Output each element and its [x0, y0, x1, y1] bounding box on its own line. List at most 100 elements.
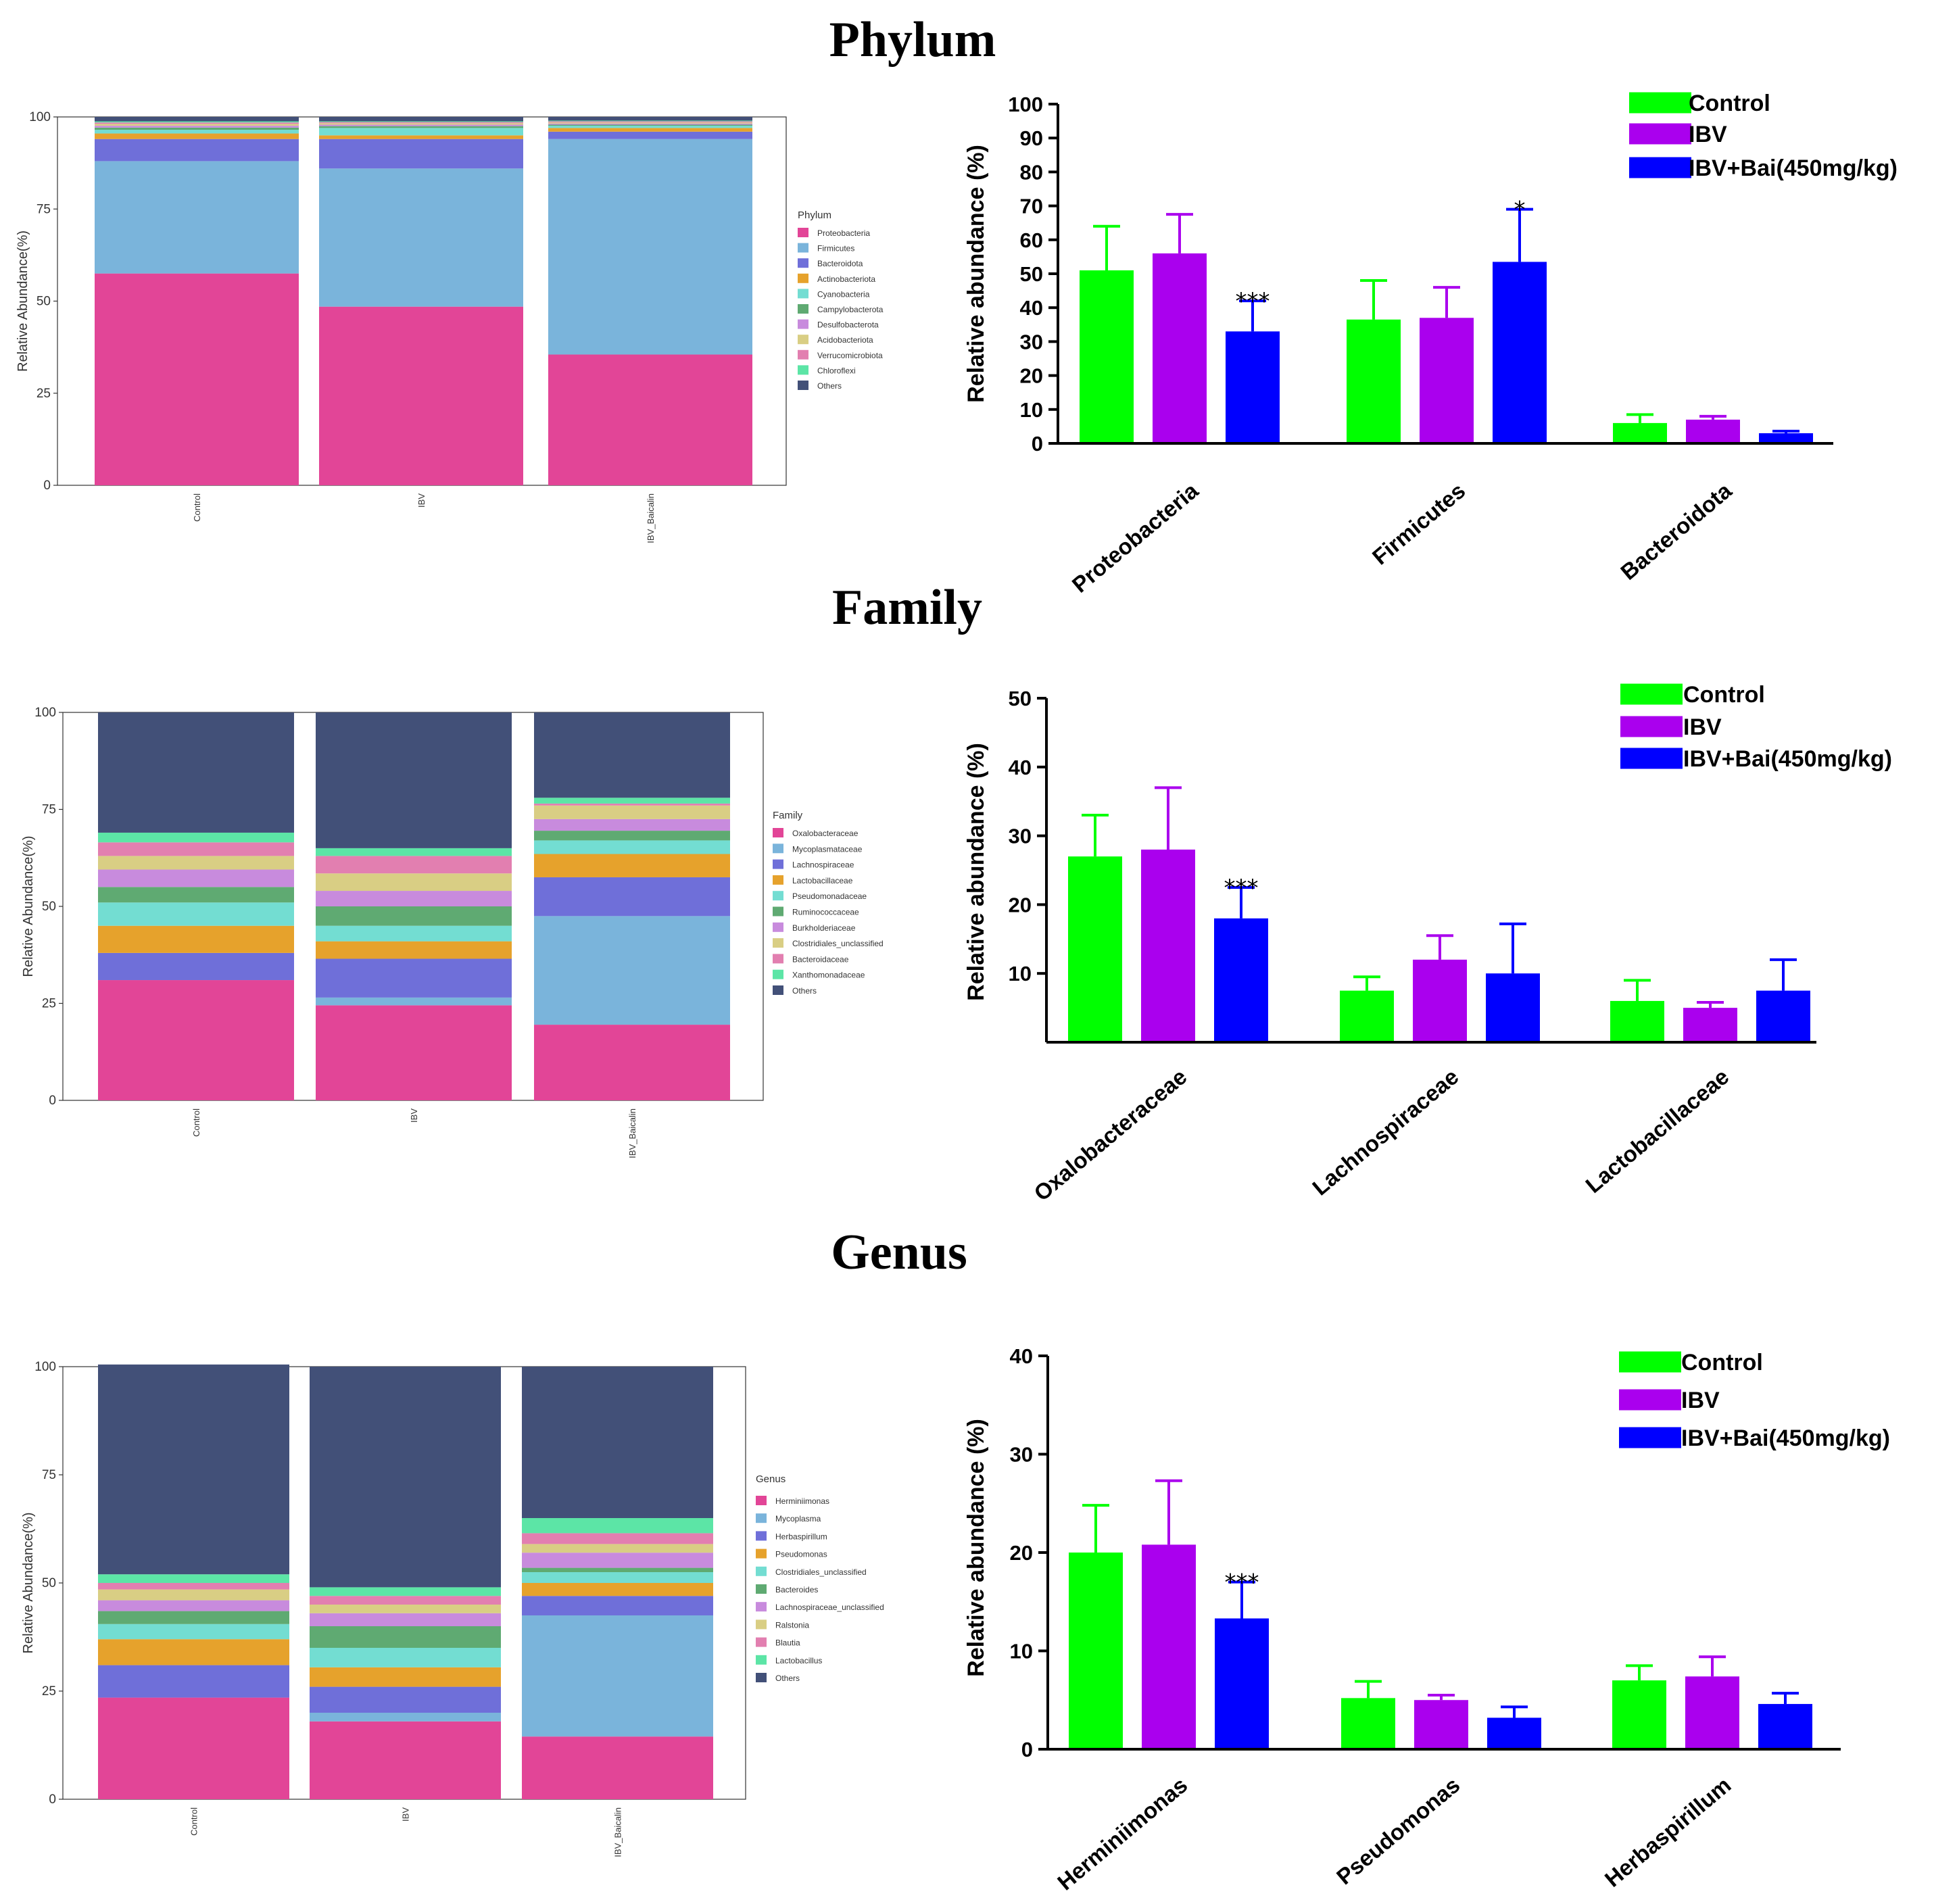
- bar-segment-pseudomonadaceae-ibv-baicalin: [534, 840, 730, 854]
- legend-label-desulfobacterota: Desulfobacterota: [817, 320, 879, 330]
- bar-segment-oxalobacteraceae-control: [98, 980, 294, 1100]
- legend-label-acidobacteriota: Acidobacteriota: [817, 335, 873, 345]
- y-axis-label: Relative abundance (%): [963, 743, 989, 1001]
- bar-segment-campylobacterota-ibv: [319, 126, 523, 128]
- legend-label-mycoplasma: Mycoplasma: [775, 1514, 821, 1523]
- legend-label-others: Others: [817, 381, 842, 391]
- bar-segment-lachnospiraceae-unclassified-ibv: [310, 1613, 501, 1626]
- bar-ibv-firmicutes: [1420, 318, 1474, 443]
- legend-label-mycoplasmataceae: Mycoplasmataceae: [792, 844, 863, 854]
- legend-label-clostridiales-unclassified: Clostridiales_unclassified: [792, 939, 884, 948]
- bar-segment-actinobacteriota-ibv: [319, 135, 523, 139]
- legend-swatch-control: [1629, 92, 1691, 114]
- y-tick-label: 0: [43, 479, 51, 493]
- legend-swatch-pseudomonadaceae: [773, 891, 783, 901]
- bar-ibv-bai-450mg-kg-herminiimonas: [1215, 1618, 1269, 1749]
- bar-ibv-bai-450mg-kg-proteobacteria: [1226, 331, 1280, 443]
- legend-swatch-desulfobacterota: [798, 319, 808, 329]
- y-tick-label: 50: [42, 1576, 56, 1590]
- bar-segment-clostridiales-unclassified-control: [98, 1624, 289, 1640]
- bar-segment-others-ibv: [310, 1367, 501, 1588]
- bar-segment-mycoplasmataceae-ibv: [316, 997, 512, 1006]
- y-tick-label: 100: [34, 706, 56, 720]
- bar-segment-clostridiales-unclassified-ibv: [310, 1648, 501, 1667]
- y-tick-label: 75: [42, 1468, 56, 1482]
- bar-segment-bacteroidota-ibv: [319, 139, 523, 169]
- bar-segment-verrucomicrobiota-control: [95, 122, 299, 124]
- phylum-bar-chart: Proteobacteria Firmicutes Bacteroidota****…: [963, 91, 1898, 597]
- legend-swatch-clostridiales-unclassified: [756, 1566, 767, 1576]
- significance-marker: ***: [1224, 875, 1259, 902]
- bar-segment-bacteroides-control: [98, 1611, 289, 1624]
- bar-segment-cyanobacteria-control: [95, 130, 299, 134]
- legend-swatch-mycoplasmataceae: [773, 844, 783, 854]
- bar-control-herminiimonas: [1069, 1553, 1123, 1749]
- bar-ibv-bai-450mg-kg-pseudomonas: [1487, 1717, 1541, 1749]
- bar-segment-verrucomicrobiota-ibv: [319, 122, 523, 124]
- y-tick-label: 0: [49, 1094, 56, 1108]
- y-tick-label: 0: [1021, 1738, 1033, 1761]
- bar-ibv-oxalobacteraceae: [1141, 849, 1195, 1042]
- bar-segment-others-ibv-baicalin: [548, 117, 752, 121]
- x-tick-label-proteobacteria: Proteobacteria: [1067, 478, 1203, 597]
- legend-swatch-ibv-bai-450mg-kg: [1619, 1427, 1681, 1448]
- bar-segment-clostridiales-unclassified-ibv: [316, 873, 512, 892]
- bar-segment-lachnospiraceae-ibv-baicalin: [534, 877, 730, 917]
- bar-control-lactobacillaceae: [1610, 1000, 1664, 1042]
- bar-ibv-bai-450mg-kg-lactobacillaceae: [1756, 990, 1810, 1042]
- bar-segment-acidobacteriota-ibv-baicalin: [548, 122, 752, 124]
- section-title-family: Family: [832, 580, 982, 635]
- x-tick-label-lachnospiraceae: Lachnospiraceae: [1307, 1064, 1463, 1200]
- legend-title: Phylum: [798, 210, 831, 221]
- bar-segment-lactobacillaceae-ibv: [316, 941, 512, 959]
- legend-swatch-ibv: [1629, 123, 1691, 145]
- legend-swatch-mycoplasma: [756, 1513, 767, 1523]
- y-tick-label: 10: [1020, 398, 1043, 422]
- x-tick-label-pseudomonas: Pseudomonas: [1332, 1772, 1465, 1889]
- genus-stacked-chart: Control IBV IBV_Baicalin 0 25 50 75 100 Relative…: [21, 1360, 884, 1857]
- y-tick-label: 100: [34, 1360, 56, 1374]
- bar-segment-lactobacillus-ibv: [310, 1587, 501, 1596]
- y-tick-label: 60: [1020, 228, 1043, 252]
- bar-control-herbaspirillum: [1612, 1680, 1666, 1749]
- y-tick-label: 25: [37, 387, 51, 401]
- family-bar-chart: Oxalobacteraceae Lachnospiraceae Lactobaci…: [963, 682, 1892, 1206]
- significance-marker: ***: [1236, 288, 1270, 315]
- legend-label-actinobacteriota: Actinobacteriota: [817, 274, 875, 284]
- bar-segment-clostridiales-unclassified-ibv-baicalin: [534, 805, 730, 819]
- x-tick-label-ibv-baicalin: IBV_Baicalin: [627, 1108, 637, 1158]
- x-tick-label-herbaspirillum: Herbaspirillum: [1600, 1772, 1736, 1892]
- phylum-stacked-chart: Control IBV IBV_Baicalin 0 25 50 75 100 Relative…: [16, 110, 884, 543]
- legend-label-ibv: IBV: [1683, 714, 1722, 740]
- legend-swatch-bacteroidaceae: [773, 954, 783, 964]
- legend-swatch-ibv-bai-450mg-kg: [1620, 748, 1683, 769]
- y-tick-label: 40: [1020, 296, 1043, 320]
- y-tick-label: 20: [1020, 364, 1043, 388]
- legend-swatch-pseudomonas: [756, 1548, 767, 1559]
- bar-segment-acidobacteriota-ibv: [319, 123, 523, 125]
- y-tick-label: 50: [37, 295, 51, 309]
- legend-label-oxalobacteraceae: Oxalobacteraceae: [792, 829, 859, 838]
- bar-segment-pseudomonadaceae-ibv: [316, 925, 512, 942]
- y-tick-label: 70: [1020, 195, 1043, 218]
- legend-swatch-xanthomonadaceae: [773, 969, 783, 979]
- bar-segment-mycoplasma-ibv-baicalin: [522, 1615, 713, 1737]
- legend-swatch-cyanobacteria: [798, 289, 808, 299]
- y-tick-label: 0: [1032, 432, 1043, 456]
- y-tick-label: 30: [1009, 825, 1032, 848]
- bar-segment-proteobacteria-control: [95, 273, 299, 485]
- bar-segment-herminiimonas-control: [98, 1697, 289, 1799]
- bar-segment-burkholderiaceae-ibv: [316, 891, 512, 906]
- legend-swatch-acidobacteriota: [798, 335, 808, 345]
- y-tick-label: 30: [1020, 330, 1043, 353]
- x-tick-label-ibv: IBV: [409, 1108, 419, 1123]
- bar-segment-pseudomonas-ibv: [310, 1667, 501, 1687]
- bar-segment-cyanobacteria-ibv: [319, 128, 523, 136]
- legend-swatch-lachnospiraceae-unclassified: [756, 1602, 767, 1612]
- bar-segment-herminiimonas-ibv-baicalin: [522, 1736, 713, 1799]
- bar-ibv-bai-450mg-kg-lachnospiraceae: [1486, 973, 1540, 1042]
- legend-swatch-control: [1620, 683, 1683, 705]
- bar-segment-verrucomicrobiota-ibv-baicalin: [548, 121, 752, 123]
- legend-label-lachnospiraceae: Lachnospiraceae: [792, 860, 854, 870]
- bar-ibv-herbaspirillum: [1685, 1676, 1739, 1749]
